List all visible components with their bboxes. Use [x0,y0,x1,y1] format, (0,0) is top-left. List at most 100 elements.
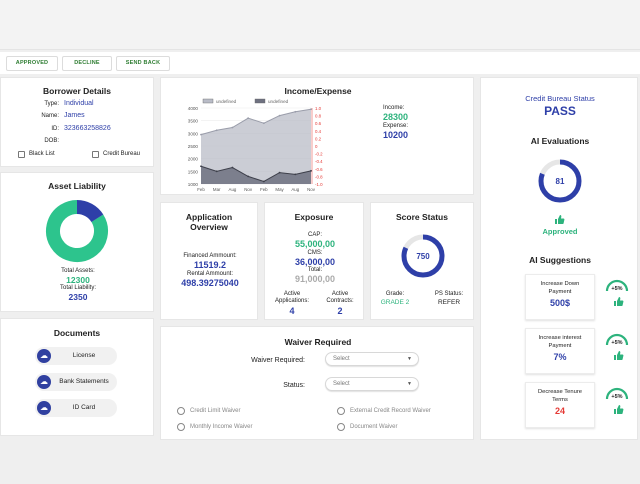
suggestion-line2: Payment [548,343,572,349]
gauge-arc-icon: +5% [605,387,629,400]
rental-amount-value: 498.39275040 [181,278,239,288]
waiver-required-select[interactable]: Select ▼ [325,352,419,366]
document-license[interactable]: ☁ License [35,347,117,365]
financed-amount-label: Financed Ammount: [183,253,237,259]
borrower-details-title: Borrower Details [42,86,112,96]
y2-tick-label: 0.4 [315,129,322,134]
active-applications-label: Active Applications: [269,291,315,305]
type-value: Individual [64,100,94,107]
suggestion-badge: +5% [611,340,622,346]
data-point [200,165,202,168]
liability-slice [46,200,108,262]
asset-liability-donut [46,200,108,262]
cloud-upload-icon: ☁ [37,401,51,415]
legend-swatch [202,98,214,104]
gauge-arc-icon: +5% [605,279,629,292]
blacklist-label: Black List [29,151,55,157]
data-point [262,122,265,125]
y2-tick-label: 0.2 [315,136,322,141]
credit-bureau-checkbox[interactable] [92,151,99,158]
legend-label: undefined [268,99,289,104]
x-tick-label: Feb [260,187,268,192]
status-select[interactable]: Select ▼ [325,377,419,391]
suggestion-line1: Increase Down [540,281,580,287]
score-gauge: 750 [401,234,445,278]
monthly-income-waiver-radio[interactable] [177,423,185,431]
y-tick-label: 3000 [188,131,199,136]
suggestion-line2: Payment [548,289,572,295]
gauge-arc-icon: +5% [605,333,629,346]
approved-status: Approved [542,227,578,236]
active-applications-value: 4 [289,306,295,316]
suggestion-card[interactable]: Increase Down Payment 500$ [525,274,595,320]
y-tick-label: 2500 [188,144,199,149]
total-value: 91,000,00 [294,274,336,284]
active-contracts-label-line1: Active [331,291,349,297]
y2-tick-label: 0 [315,144,318,149]
series-line [200,165,312,183]
document-waiver-label: Document Waiver [350,424,398,430]
suggestion-badge: +5% [611,394,622,400]
y2-tick-label: -0.2 [315,152,323,157]
y2-tick-label: -0.4 [315,159,323,164]
thumbs-up-icon[interactable] [613,296,624,307]
suggestion-text: Increase Down Payment [526,280,594,296]
active-contracts-label: Active Contracts: [317,291,363,305]
document-bank-statements[interactable]: ☁ Bank Statements [35,373,117,391]
application-overview-card: Application Overview Financed Ammount: 1… [160,202,258,320]
suggestion-text: Increase interest Payment [526,334,594,350]
blacklist-checkbox[interactable] [18,151,25,158]
application-title-line2: Overview [190,222,228,232]
application-overview-title: Application Overview [161,212,257,232]
external-credit-record-waiver-label: External Credit Record Waiver [350,408,431,414]
data-point [294,173,297,176]
id-value: 323663258826 [64,125,111,132]
expense-label: Expense: [383,123,409,129]
status-label: Status: [283,382,305,389]
document-waiver-radio[interactable] [337,423,345,431]
chevron-down-icon: ▼ [407,381,412,387]
credit-limit-waiver-radio[interactable] [177,407,185,415]
thumbs-up-icon[interactable] [613,350,624,361]
decline-button[interactable]: DECLINE [62,56,112,71]
suggestion-text: Decrease Tenure Terms [526,388,594,404]
y-tick-label: 4000 [188,106,199,111]
top-band [0,0,640,50]
data-point [278,171,281,174]
approved-button[interactable]: APPROVED [6,56,58,71]
x-tick-label: Nov [244,187,253,192]
exposure-card: Exposure CAP: 55,000,00 CMS: 36,000,00 T… [264,202,364,320]
data-point [247,117,250,120]
income-expense-title: Income/Expense [284,86,352,96]
external-credit-record-waiver-radio[interactable] [337,407,345,415]
exposure-title: Exposure [294,212,334,222]
income-expense-card: Income/Expense 4000 3500 3000 2500 2000 1500 1… [160,77,474,195]
credit-bureau-label: Credit Bureau [103,151,141,157]
chevron-down-icon: ▼ [407,356,412,362]
cloud-upload-icon: ☁ [37,375,51,389]
action-toolbar: APPROVED DECLINE SEND BACK [0,52,640,74]
cap-label: CAP: [307,232,322,238]
total-liability-value: 2350 [68,292,88,302]
waiver-required-label: Waiver Required: [251,357,305,364]
suggestion-line2: Terms [552,397,568,403]
active-applications-label-line1: Active [283,291,301,297]
grade-label: Grade: [385,291,405,297]
ai-evaluation-value: 81 [556,177,565,186]
data-point [294,110,297,113]
y2-tick-label: -0.6 [315,167,323,172]
series-area [201,166,311,184]
suggestion-card[interactable]: Increase interest Payment 7% [525,328,595,374]
suggestion-line1: Decrease Tenure [537,389,583,395]
data-point [310,169,312,172]
suggestion-card[interactable]: Decrease Tenure Terms 24 [525,382,595,428]
suggestion-value: 24 [554,406,565,416]
document-id-card[interactable]: ☁ ID Card [35,399,117,417]
score-value: 750 [416,252,430,261]
data-point [200,133,202,136]
send-back-button[interactable]: SEND BACK [116,56,170,71]
thumbs-up-icon[interactable] [613,404,624,415]
x-tick-label: Aug [229,187,237,192]
borrower-details-card: Borrower Details Type: Individual Name: … [0,77,154,167]
active-applications-label-line2: Applications: [274,298,310,304]
